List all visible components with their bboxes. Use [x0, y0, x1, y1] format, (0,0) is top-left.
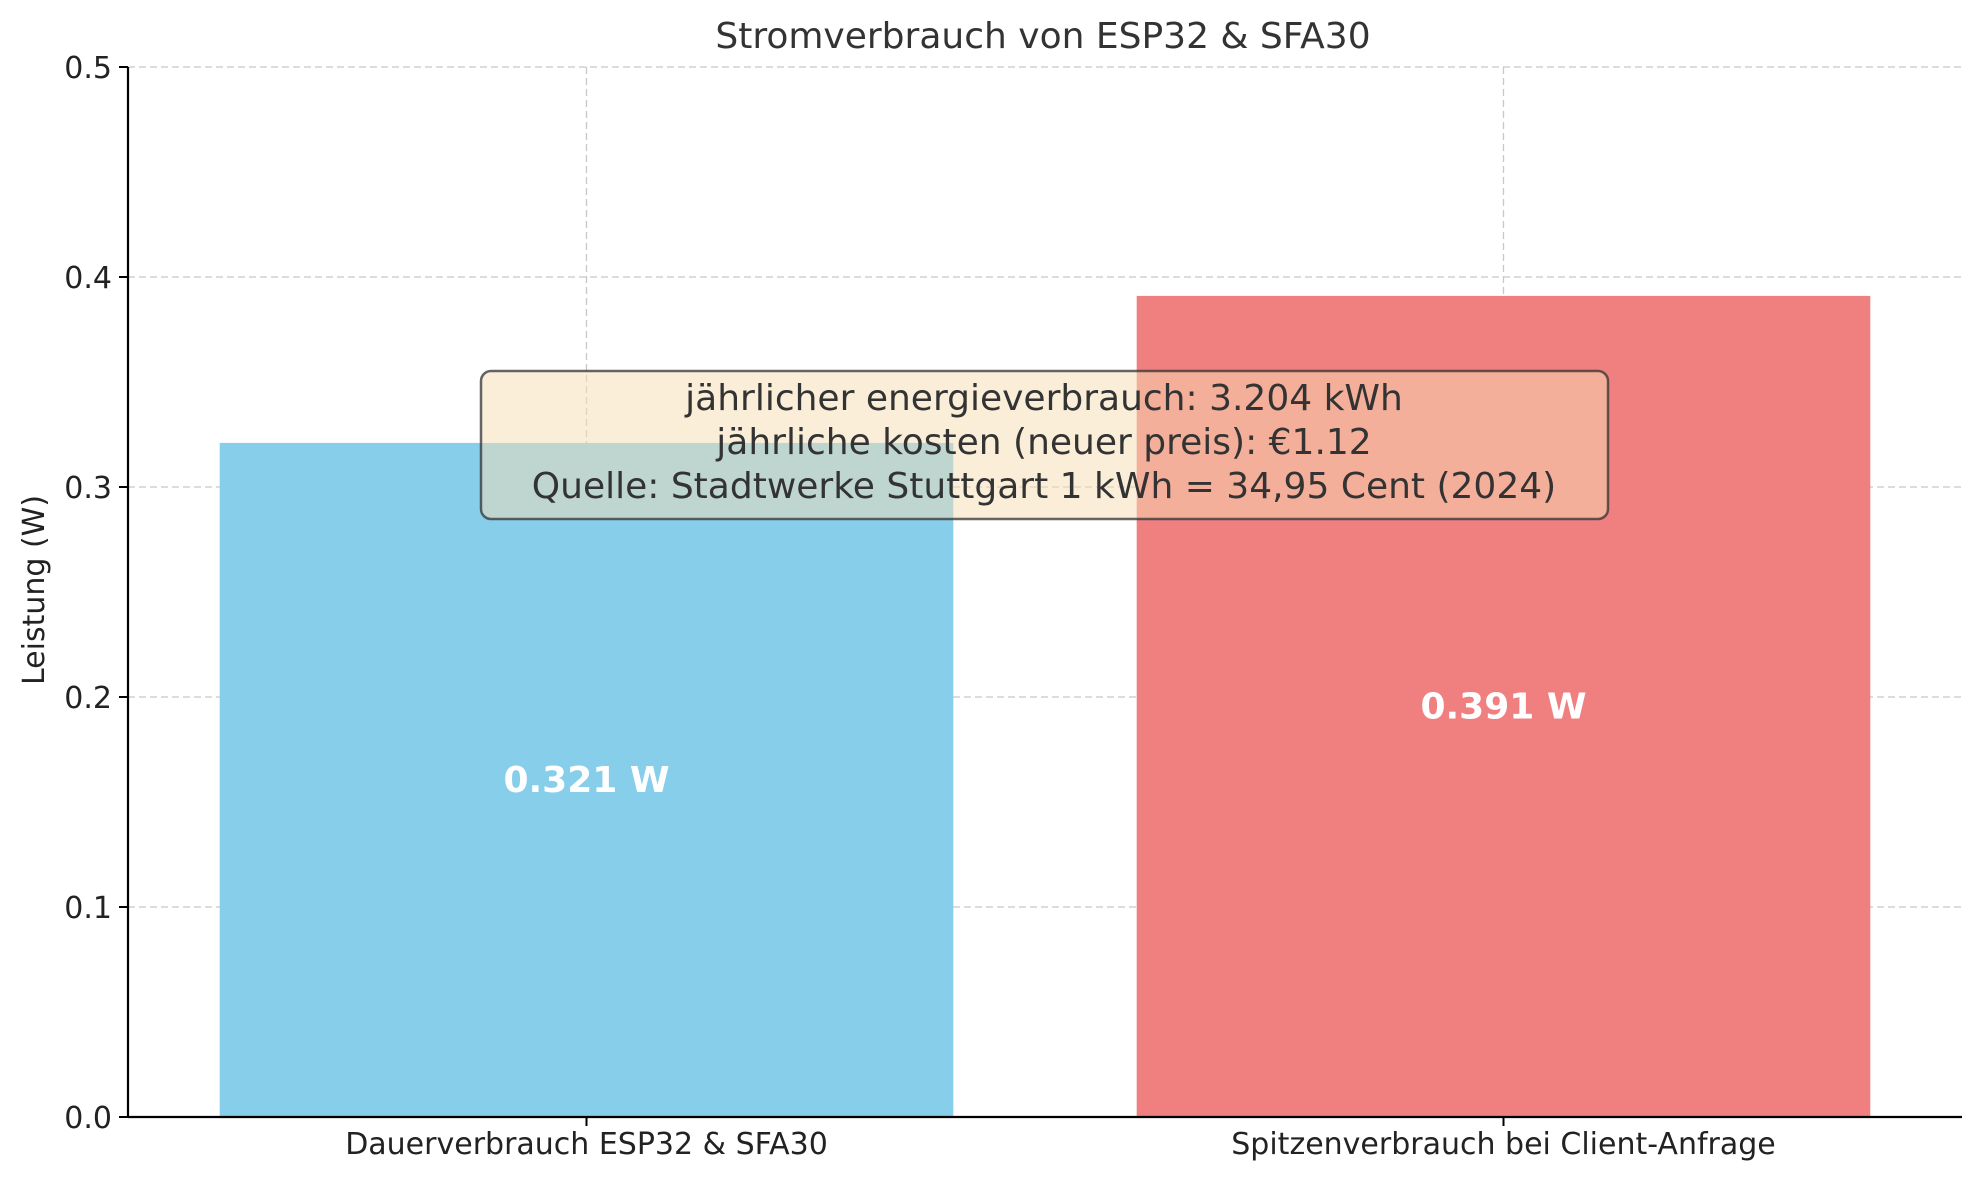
y-tick-label: 0.4: [64, 261, 112, 296]
y-tick-label: 0.0: [64, 1101, 112, 1136]
annotation-line-source: Quelle: Stadtwerke Stuttgart 1 kWh = 34,…: [532, 466, 1556, 507]
annotation-line-cost: jährliche kosten (neuer preis): €1.12: [715, 422, 1371, 463]
annotation-line-energy: jährlicher energieverbrauch: 3.204 kWh: [684, 378, 1403, 419]
y-axis-label: Leistung (W): [17, 495, 52, 685]
annotation-background: [479, 369, 1610, 521]
chart-title: Stromverbrauch von ESP32 & SFA30: [715, 16, 1370, 57]
x-tick-label: Dauerverbrauch ESP32 & SFA30: [345, 1127, 828, 1162]
y-tick-label: 0.1: [64, 891, 112, 926]
label-layer: 0.321 W 0.391 W: [503, 686, 1586, 801]
x-tick-label: Spitzenverbrauch bei Client-Anfrage: [1231, 1127, 1775, 1162]
y-tick-label: 0.3: [64, 471, 112, 506]
y-tick-label: 0.2: [64, 681, 112, 716]
y-tick-label: 0.5: [64, 51, 112, 86]
bar-value-label: 0.391 W: [1420, 686, 1586, 727]
bar-1: [219, 442, 954, 1117]
axis-layer: 0.0 0.1 0.2 0.3 0.4 0.5 Dauerverbrauch ESP32 &…: [64, 51, 1962, 1162]
annotation-box: jährlicher energieverbrauch: 3.204 kWh j…: [479, 369, 1610, 521]
bar-value-label: 0.321 W: [503, 760, 669, 801]
